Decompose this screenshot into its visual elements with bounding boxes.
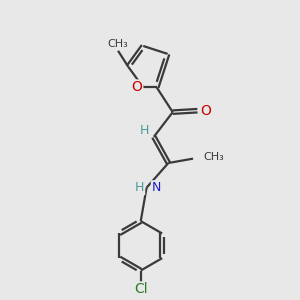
Text: O: O: [131, 80, 142, 94]
Text: CH₃: CH₃: [203, 152, 224, 162]
Text: Cl: Cl: [134, 282, 148, 296]
Text: H: H: [140, 124, 149, 137]
Text: H: H: [135, 181, 144, 194]
Text: O: O: [200, 104, 211, 118]
Text: N: N: [152, 181, 161, 194]
Text: CH₃: CH₃: [108, 39, 128, 49]
